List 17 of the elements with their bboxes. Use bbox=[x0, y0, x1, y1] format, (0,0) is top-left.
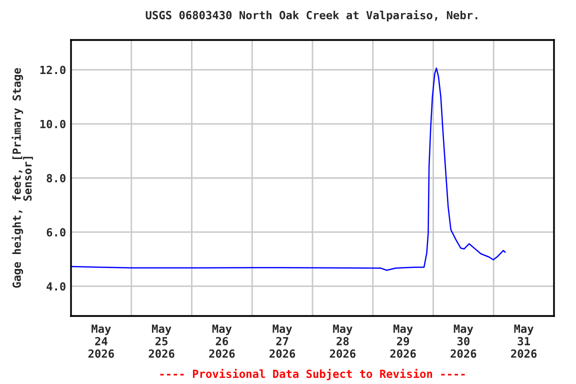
x-tick-label: May 27 2026 bbox=[270, 324, 296, 358]
x-tick-label: May 24 2026 bbox=[88, 324, 114, 358]
chart-title: USGS 06803430 North Oak Creek at Valparaiso, Nebr. bbox=[146, 10, 478, 22]
x-tick-label: May 29 2026 bbox=[390, 324, 416, 358]
x-tick-label: May 28 2026 bbox=[330, 324, 356, 358]
y-tick-label: 4.0 bbox=[46, 282, 66, 291]
text: ---- Provisional Data Subject to Revision ---- bbox=[160, 368, 465, 380]
x-tick-label: May 31 2026 bbox=[511, 324, 537, 358]
x-tick-label: May 26 2026 bbox=[209, 324, 235, 358]
y-axis-title: Gage height, feet, [Primary Stage Sensor] bbox=[12, 68, 33, 288]
y-tick-label: 10.0 bbox=[40, 120, 66, 128]
y-tick-label: 8.0 bbox=[46, 174, 66, 182]
y-tick-label: 6.0 bbox=[46, 228, 66, 237]
x-tick-label: May 30 2026 bbox=[450, 324, 476, 358]
line-series bbox=[71, 68, 506, 271]
y-tick-label: 12.0 bbox=[40, 66, 66, 74]
x-tick-label: May 25 2026 bbox=[148, 324, 174, 358]
